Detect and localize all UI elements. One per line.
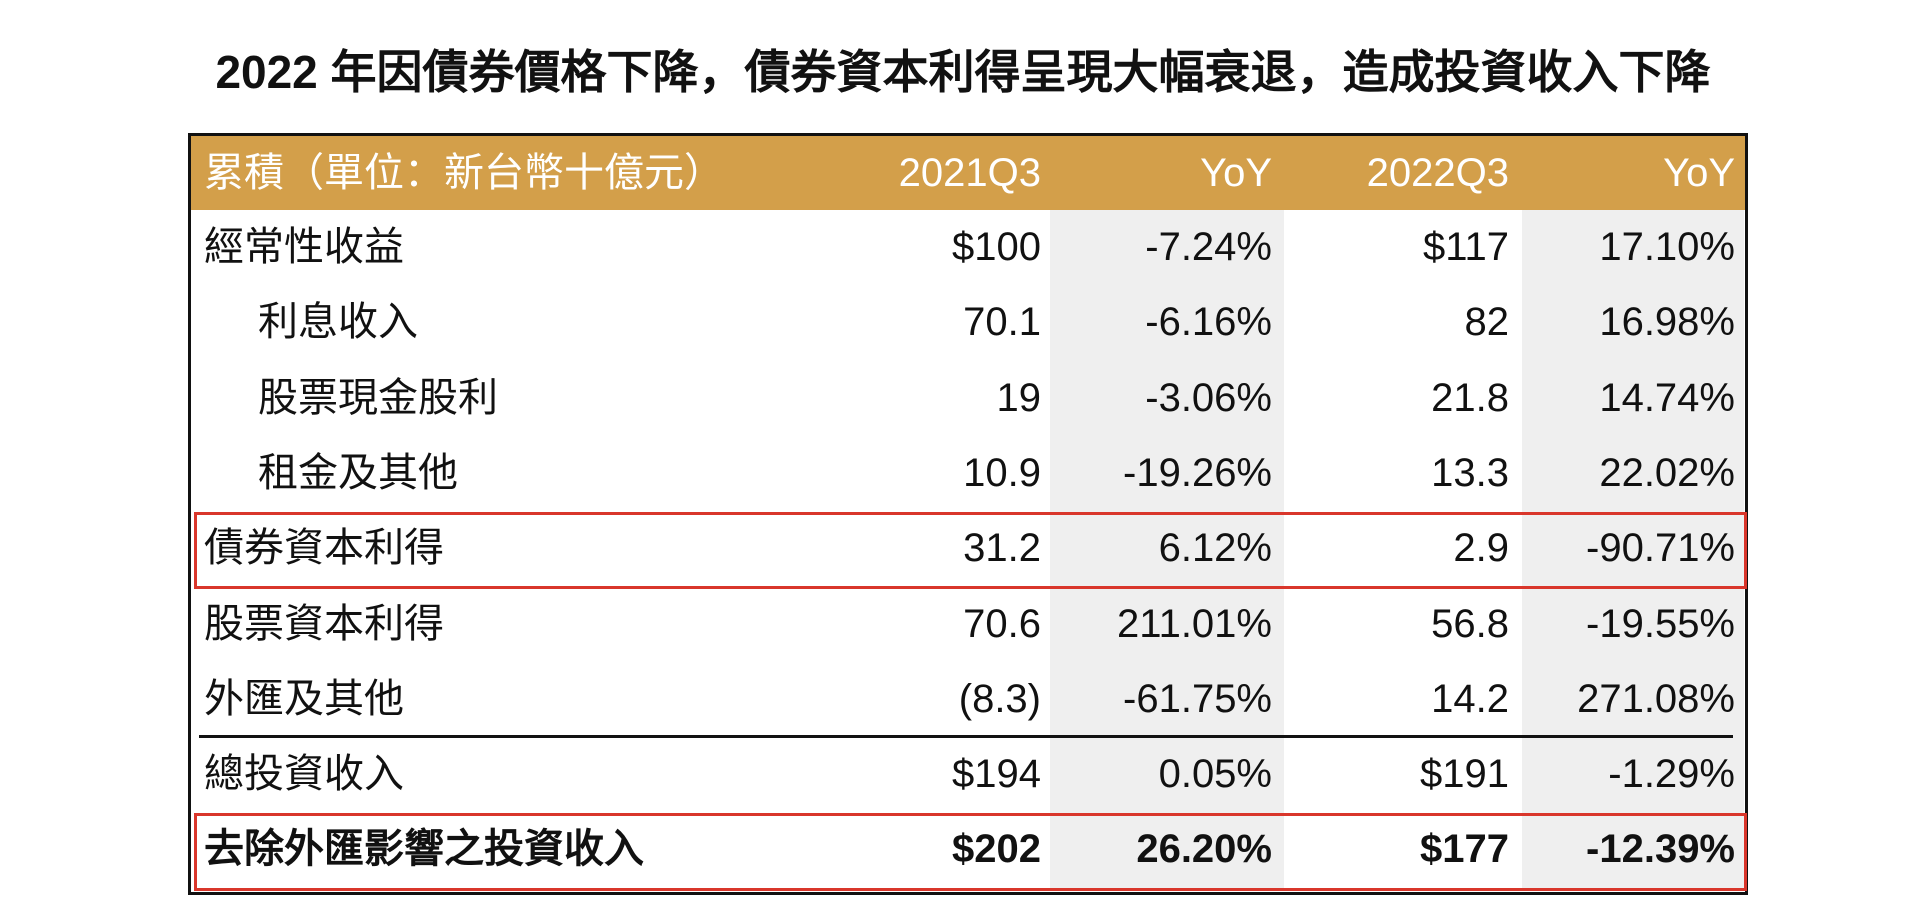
row-label: 股票資本利得 [204, 601, 444, 646]
column-header: 2021Q3 [898, 151, 1041, 195]
row-label: 總投資收入 [204, 752, 404, 797]
table: 累積（單位：新台幣十億元） 2021Q3 YoY 2022Q3 YoY 經常性收益 $100… [188, 133, 1748, 895]
cell-value: 82 [1464, 300, 1510, 345]
cell-value: 13.3 [1431, 450, 1509, 495]
cell-value: -61.75% [1123, 676, 1272, 721]
cell-value: 10.9 [963, 450, 1041, 495]
separator [199, 735, 1733, 739]
header-label: 累積（單位：新台幣十億元） [204, 151, 724, 195]
yoy-shade [1050, 210, 1284, 888]
cell-value: $202 [952, 827, 1041, 872]
highlight-box [194, 813, 1747, 891]
cell-value: 17.10% [1599, 225, 1735, 269]
cell-value: -19.55% [1586, 601, 1735, 646]
cell-value: -1.29% [1608, 752, 1735, 797]
column-header: 2022Q3 [1366, 151, 1509, 195]
cell-value: 211.01% [1117, 601, 1272, 646]
cell-value: 19 [996, 375, 1042, 420]
cell-value: $191 [1420, 752, 1509, 797]
cell-value: 6.12% [1158, 526, 1272, 571]
cell-value: -90.71% [1586, 526, 1735, 571]
row-label: 外匯及其他 [204, 676, 404, 721]
cell-value: 70.1 [963, 300, 1041, 345]
header-bar [191, 136, 1745, 210]
cell-value: 70.6 [963, 601, 1041, 646]
cell-value: 14.2 [1431, 676, 1509, 721]
cell-value: 2.9 [1453, 526, 1509, 571]
cell-value: $194 [952, 752, 1041, 797]
title: 2022 年因債券價格下降，債券資本利得呈現大幅衰退，造成投資收入下降 [215, 46, 1711, 98]
cell-value: $100 [952, 225, 1041, 269]
cell-value: 16.98% [1599, 300, 1735, 345]
cell-value: -12.39% [1586, 827, 1735, 872]
cell-value: 14.74% [1599, 375, 1735, 420]
row-label: 經常性收益 [204, 225, 404, 269]
cell-value: (8.3) [958, 676, 1041, 721]
cell-value: 22.02% [1599, 450, 1735, 495]
cell-value: -3.06% [1145, 375, 1272, 420]
cell-value: $117 [1422, 225, 1509, 269]
row-label: 去除外匯影響之投資收入 [204, 827, 644, 872]
cell-value: 21.8 [1431, 375, 1509, 420]
yoy-shade [1522, 210, 1744, 888]
highlight-box [194, 512, 1747, 590]
row-label: 股票現金股利 [258, 375, 498, 420]
cell-value: 31.2 [963, 526, 1041, 571]
cell-value: -6.16% [1145, 300, 1272, 345]
column-header: YoY [1200, 151, 1272, 195]
row-label: 利息收入 [258, 300, 418, 345]
cell-value: 271.08% [1577, 676, 1735, 721]
row-label: 債券資本利得 [204, 526, 444, 571]
cell-value: 26.20% [1136, 827, 1272, 872]
cell-value: 0.05% [1158, 752, 1272, 797]
column-header: YoY [1663, 151, 1735, 195]
cell-value: -19.26% [1123, 450, 1272, 495]
cell-value: $177 [1420, 827, 1509, 872]
cell-value: 56.8 [1431, 601, 1509, 646]
cell-value: -7.24% [1145, 225, 1272, 269]
row-label: 租金及其他 [258, 450, 458, 495]
